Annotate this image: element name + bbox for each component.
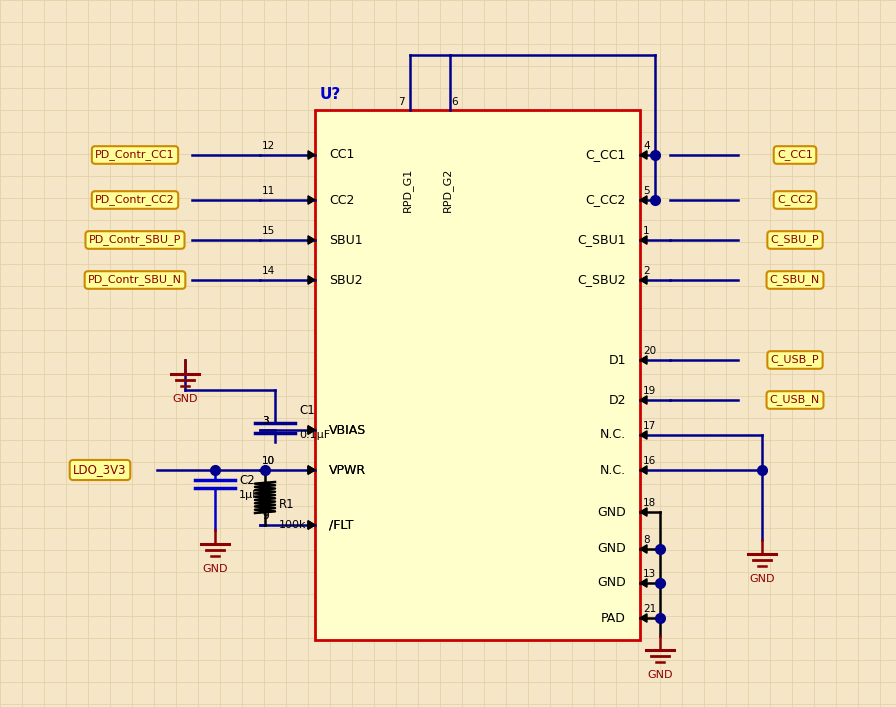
Polygon shape [308,426,315,434]
Text: 10: 10 [262,456,275,466]
Text: GND: GND [598,542,626,556]
Text: 12: 12 [262,141,275,151]
Text: D2: D2 [608,394,626,407]
Text: CC1: CC1 [329,148,355,161]
Text: U?: U? [320,87,341,102]
Polygon shape [308,151,315,159]
Polygon shape [308,426,315,434]
Text: C_USB_N: C_USB_N [770,395,820,405]
Text: SBU1: SBU1 [329,233,363,247]
Text: C2: C2 [239,474,254,486]
Polygon shape [640,508,647,516]
Text: 16: 16 [643,456,656,466]
Text: 4: 4 [643,141,650,151]
Text: C_CC1: C_CC1 [586,148,626,161]
Text: 0.1μF: 0.1μF [299,430,330,440]
Text: N.C.: N.C. [600,464,626,477]
Text: 3: 3 [262,416,269,426]
Text: VBIAS: VBIAS [329,423,366,436]
Text: C_SBU1: C_SBU1 [577,233,626,247]
Text: RPD_G2: RPD_G2 [442,168,452,212]
Polygon shape [308,236,315,244]
Text: GND: GND [749,574,775,584]
Polygon shape [640,276,647,284]
Text: 3: 3 [262,416,269,426]
Text: PD_Contr_CC1: PD_Contr_CC1 [95,150,175,160]
Text: 19: 19 [643,386,656,396]
Polygon shape [640,579,647,588]
Text: 17: 17 [643,421,656,431]
Text: 18: 18 [643,498,656,508]
Polygon shape [308,521,315,530]
Polygon shape [308,466,315,474]
Text: 100k: 100k [279,520,306,530]
Text: C_SBU_N: C_SBU_N [770,274,820,286]
Text: R1: R1 [279,498,295,511]
Polygon shape [640,545,647,553]
Text: /FLT: /FLT [329,518,353,532]
Text: GND: GND [598,576,626,590]
Polygon shape [640,356,647,364]
Text: 20: 20 [643,346,656,356]
Polygon shape [308,276,315,284]
Text: 9: 9 [262,511,269,521]
Text: 2: 2 [643,266,650,276]
Text: 10: 10 [262,456,275,466]
Text: 15: 15 [262,226,275,236]
Text: C_SBU2: C_SBU2 [577,274,626,286]
Text: VPWR: VPWR [329,464,366,477]
Text: LDO_3V3: LDO_3V3 [73,464,126,477]
Text: SBU2: SBU2 [329,274,363,286]
Text: /FLT: /FLT [329,518,353,532]
Text: C1: C1 [299,404,314,416]
Text: 5: 5 [643,186,650,196]
Text: 21: 21 [643,604,656,614]
Text: PAD: PAD [601,612,626,624]
Text: PD_Contr_SBU_P: PD_Contr_SBU_P [89,235,181,245]
Polygon shape [640,196,647,204]
Polygon shape [308,521,315,530]
Text: 9: 9 [262,511,269,521]
Text: N.C.: N.C. [600,428,626,441]
Text: 7: 7 [399,97,405,107]
Polygon shape [308,466,315,474]
Text: 6: 6 [451,97,458,107]
Text: RPD_G1: RPD_G1 [401,168,412,212]
Text: VPWR: VPWR [329,464,366,477]
Text: PD_Contr_CC2: PD_Contr_CC2 [95,194,175,206]
Polygon shape [640,236,647,244]
Text: GND: GND [647,670,673,680]
Text: C_CC2: C_CC2 [777,194,813,206]
Text: 8: 8 [643,535,650,545]
Text: C_CC2: C_CC2 [586,194,626,206]
Polygon shape [308,196,315,204]
Text: C_SBU_P: C_SBU_P [771,235,819,245]
Text: C_USB_P: C_USB_P [771,354,819,366]
Polygon shape [640,396,647,404]
Text: 1: 1 [643,226,650,236]
Polygon shape [640,466,647,474]
Text: 11: 11 [262,186,275,196]
Text: GND: GND [598,506,626,518]
Bar [315,110,640,640]
Text: 13: 13 [643,569,656,579]
Text: CC2: CC2 [329,194,355,206]
Text: C_CC1: C_CC1 [777,150,813,160]
Text: PD_Contr_SBU_N: PD_Contr_SBU_N [88,274,182,286]
Text: VBIAS: VBIAS [329,423,366,436]
Text: D1: D1 [608,354,626,366]
Text: 14: 14 [262,266,275,276]
Polygon shape [640,151,647,159]
Text: 1μF: 1μF [239,490,260,500]
Text: GND: GND [202,564,228,574]
Polygon shape [640,614,647,622]
Text: GND: GND [172,394,198,404]
Polygon shape [640,431,647,439]
